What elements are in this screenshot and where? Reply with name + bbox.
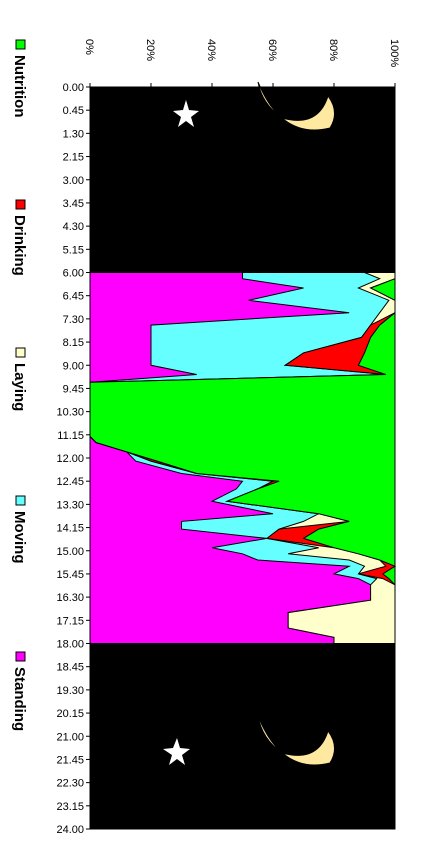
- legend-label-nutrition: Nutrition: [11, 55, 28, 117]
- time-tick-label: 0.00: [63, 82, 84, 94]
- time-tick-label: 23.15: [56, 801, 84, 813]
- area-nutrition: [89, 272, 397, 644]
- time-tick-label: 9.45: [63, 383, 84, 395]
- plot-area: [89, 86, 397, 830]
- time-tick-label: 20.15: [56, 708, 84, 720]
- percent-axis: 0% 20% 40% 60% 80% 100%: [83, 39, 400, 87]
- time-axis: 0.00 0.45 1.30 2.15 3.00 3.45 4.30 5.15 6.00 6.45…: [56, 82, 90, 836]
- percent-tick-label: 0%: [83, 39, 95, 55]
- time-tick-label: 6.00: [63, 268, 84, 280]
- time-tick-label: 18.00: [56, 639, 84, 651]
- time-tick-label: 19.30: [56, 685, 84, 697]
- time-tick-label: 18.45: [56, 662, 84, 674]
- time-tick-label: 0.45: [63, 105, 84, 117]
- legend: Nutrition Drinking Laying Moving Standing: [11, 39, 28, 731]
- legend-swatch-nutrition: [15, 39, 26, 50]
- area-layers: [89, 272, 397, 644]
- time-tick-label: 22.30: [56, 778, 84, 790]
- time-tick-label: 2.15: [63, 152, 84, 164]
- time-tick-label: 10.30: [56, 407, 84, 419]
- star-icon: [163, 738, 190, 765]
- legend-label-standing: Standing: [11, 667, 28, 731]
- time-tick-label: 6.45: [63, 291, 84, 303]
- time-tick-label: 8.15: [63, 337, 84, 349]
- legend-label-drinking: Drinking: [11, 215, 28, 276]
- time-tick-label: 5.15: [63, 244, 84, 256]
- time-tick-label: 16.30: [56, 592, 84, 604]
- time-tick-label: 14.15: [56, 523, 84, 535]
- time-tick-label: 1.30: [63, 128, 84, 140]
- time-tick-label: 12.00: [56, 453, 84, 465]
- percent-tick-label: 80%: [327, 39, 339, 61]
- percent-tick-label: 20%: [144, 39, 156, 61]
- legend-swatch-laying: [15, 347, 26, 358]
- time-tick-label: 7.30: [63, 314, 84, 326]
- time-tick-label: 17.15: [56, 615, 84, 627]
- time-tick-label: 3.45: [63, 198, 84, 210]
- moon-icon: [257, 81, 335, 131]
- time-tick-label: 9.00: [63, 360, 84, 372]
- time-tick-label: 13.30: [56, 499, 84, 511]
- star-icon: [173, 100, 199, 127]
- time-tick-label: 15.45: [56, 569, 84, 581]
- legend-swatch-moving: [15, 495, 26, 506]
- legend-swatch-drinking: [15, 199, 26, 210]
- time-tick-label: 15.00: [56, 546, 84, 558]
- time-tick-label: 21.45: [56, 754, 84, 766]
- percent-tick-label: 60%: [266, 39, 278, 61]
- legend-label-moving: Moving: [11, 511, 28, 564]
- legend-label-laying: Laying: [11, 363, 28, 411]
- time-tick-label: 4.30: [63, 221, 84, 233]
- percent-tick-label: 40%: [205, 39, 217, 61]
- time-tick-label: 21.00: [56, 731, 84, 743]
- time-tick-label: 24.00: [56, 824, 84, 836]
- time-tick-label: 3.00: [63, 175, 84, 187]
- moon-icon: [257, 715, 335, 766]
- time-tick-label: 12.45: [56, 476, 84, 488]
- time-tick-label: 11.15: [57, 430, 84, 442]
- legend-swatch-standing: [15, 651, 26, 662]
- percent-tick-label: 100%: [388, 39, 400, 67]
